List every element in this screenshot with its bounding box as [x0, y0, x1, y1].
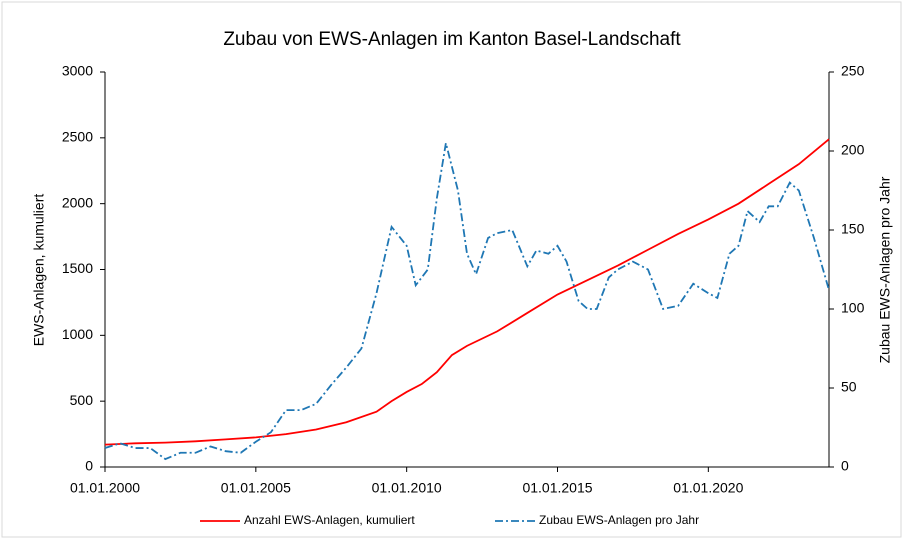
y2-tick-label: 250 — [841, 63, 865, 79]
x-tick-label: 01.01.2000 — [70, 480, 140, 496]
y2-tick-label: 150 — [841, 221, 865, 237]
y-tick-label: 0 — [85, 458, 93, 474]
y2-tick-label: 200 — [841, 142, 865, 158]
y-tick-label: 2500 — [62, 129, 93, 145]
y2-axis-label: Zubau EWS-Anlagen pro Jahr — [877, 176, 893, 363]
x-tick-label: 01.01.2010 — [372, 480, 442, 496]
series-line — [104, 138, 830, 446]
y-axis-label: EWS-Anlagen, kumuliert — [31, 194, 47, 347]
y-tick-label: 1000 — [62, 326, 93, 342]
x-tick-label: 01.01.2005 — [221, 480, 291, 496]
y2-tick-label: 0 — [841, 458, 849, 474]
x-tick-label: 01.01.2015 — [522, 480, 592, 496]
y2-tick-label: 100 — [841, 300, 865, 316]
y-tick-label: 1500 — [62, 260, 93, 276]
x-tick-label: 01.01.2020 — [673, 480, 743, 496]
y-tick-label: 2000 — [62, 194, 93, 210]
legend-label: Anzahl EWS-Anlagen, kumuliert — [244, 513, 415, 527]
y-tick-label: 3000 — [62, 63, 93, 79]
y-tick-label: 500 — [70, 392, 94, 408]
legend-label: Zubau EWS-Anlagen pro Jahr — [539, 513, 699, 527]
y2-tick-label: 50 — [841, 379, 857, 395]
chart-title: Zubau von EWS-Anlagen im Kanton Basel-La… — [223, 29, 681, 50]
